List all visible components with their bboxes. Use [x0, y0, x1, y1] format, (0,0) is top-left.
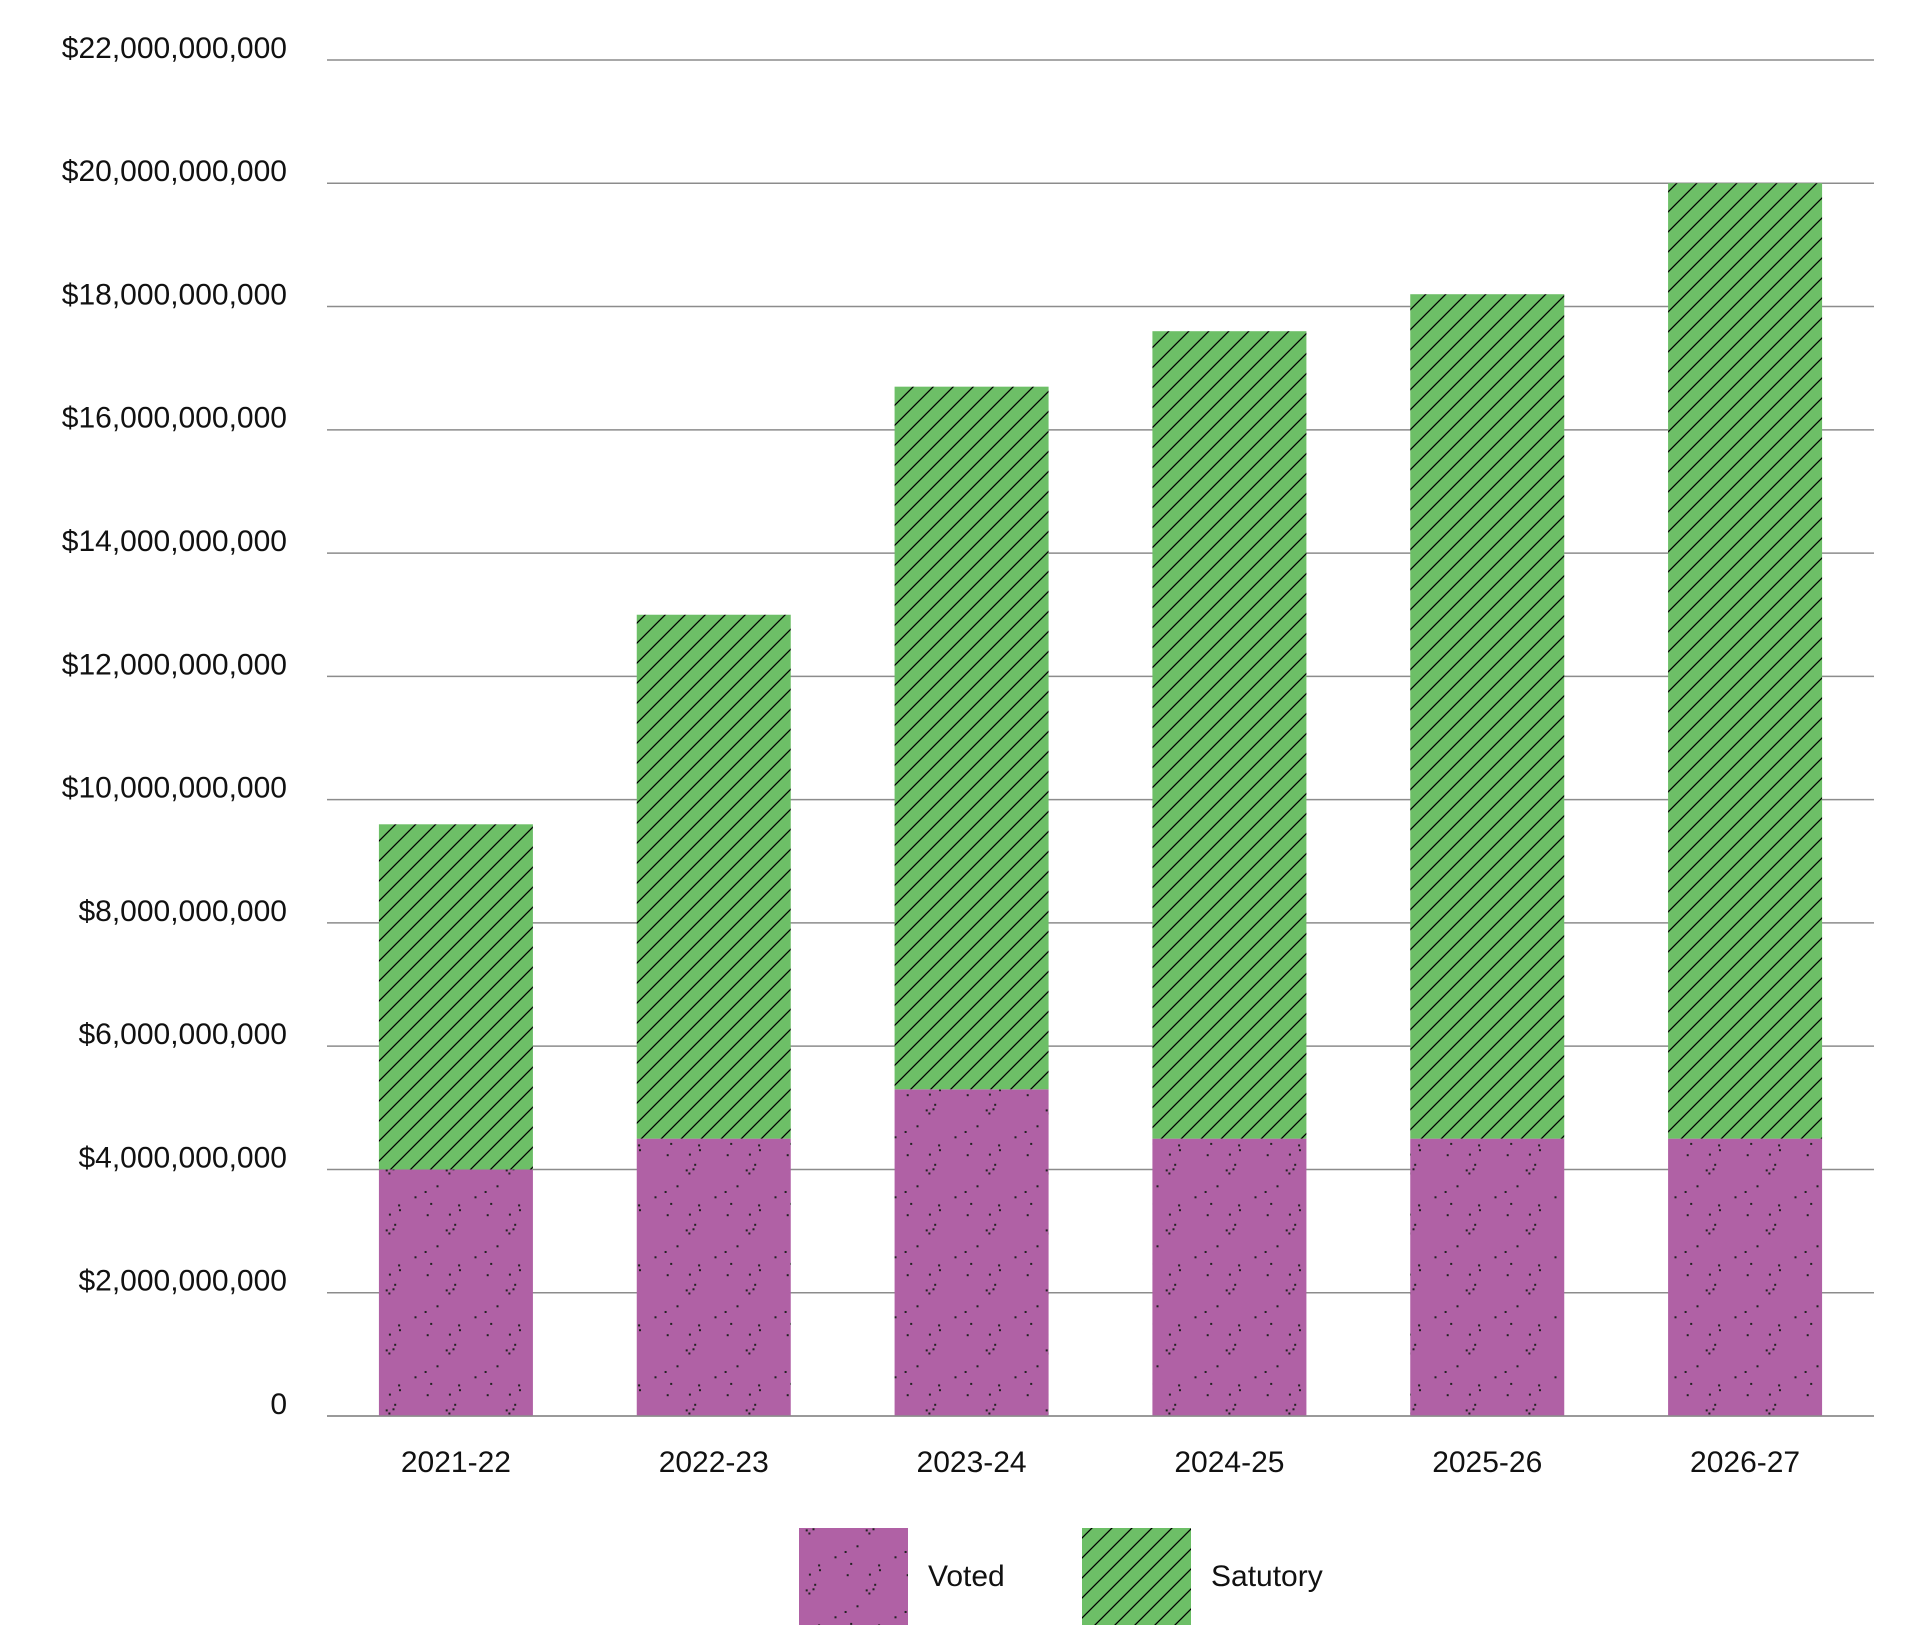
legend-label: Voted — [928, 1560, 1005, 1593]
bar-segment — [636, 614, 791, 1139]
legend-swatch — [799, 1528, 908, 1625]
y-tick-label: $22,000,000,000 — [62, 32, 287, 65]
y-tick-label: $18,000,000,000 — [62, 278, 287, 311]
bar-segment — [636, 1138, 791, 1416]
x-tick-label: 2021-22 — [401, 1446, 511, 1479]
y-tick-label: $10,000,000,000 — [62, 772, 287, 805]
x-tick-label: 2024-25 — [1174, 1446, 1284, 1479]
bar-segment — [378, 1169, 533, 1416]
bar-segment — [894, 386, 1049, 1090]
y-tick-label: 0 — [270, 1388, 287, 1421]
bar-segment — [1668, 183, 1823, 1139]
legend-label: Satutory — [1211, 1560, 1323, 1593]
y-tick-label: $12,000,000,000 — [62, 648, 287, 681]
x-tick-label: 2026-27 — [1690, 1446, 1800, 1479]
bar-segment — [894, 1089, 1049, 1416]
y-tick-label: $20,000,000,000 — [62, 155, 287, 188]
y-tick-label: $2,000,000,000 — [78, 1265, 287, 1298]
y-tick-label: $14,000,000,000 — [62, 525, 287, 558]
y-tick-label: $6,000,000,000 — [78, 1018, 287, 1051]
y-tick-label: $16,000,000,000 — [62, 402, 287, 435]
bar-segment — [378, 824, 533, 1170]
legend-swatch — [1082, 1528, 1191, 1625]
y-tick-label: $4,000,000,000 — [78, 1141, 287, 1174]
bar-segment — [1668, 1138, 1823, 1416]
bar-segment — [1152, 1138, 1307, 1416]
x-tick-label: 2025-26 — [1432, 1446, 1542, 1479]
bar-segment — [1410, 294, 1565, 1139]
x-tick-label: 2022-23 — [659, 1446, 769, 1479]
bar-segment — [1152, 331, 1307, 1139]
x-tick-label: 2023-24 — [917, 1446, 1027, 1479]
bar-segment — [1410, 1138, 1565, 1416]
y-tick-label: $8,000,000,000 — [78, 895, 287, 928]
